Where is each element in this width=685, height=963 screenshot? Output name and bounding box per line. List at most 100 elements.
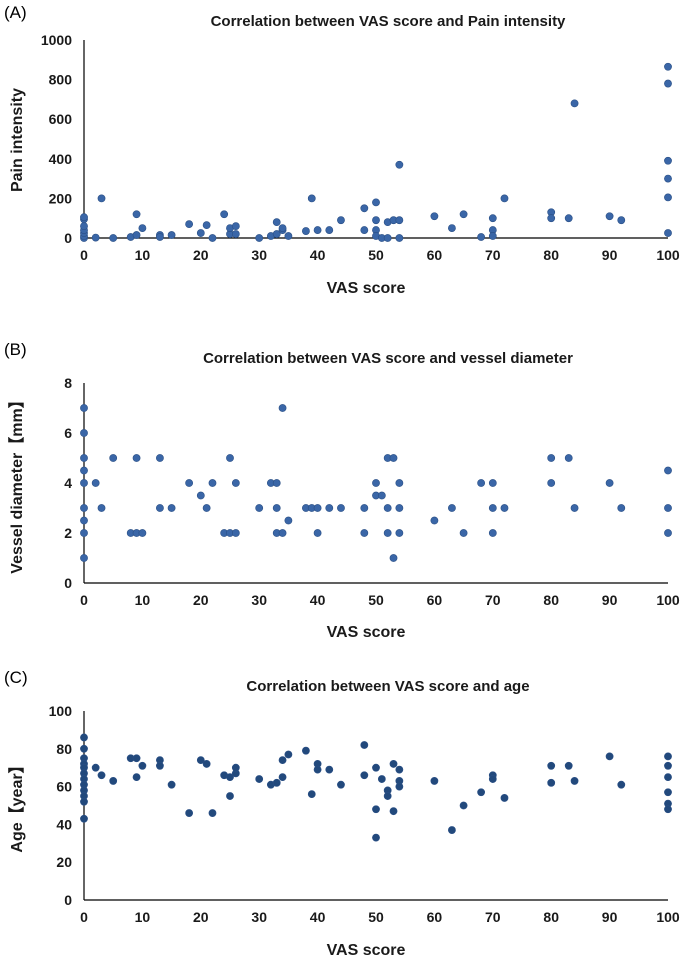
chart-1-data-point [488,232,497,240]
chart-3-data-point [138,761,147,770]
chart-1-data-point [430,212,439,221]
chart-3-data-point [185,809,194,817]
chart-1-data-point [500,194,509,203]
chart-2-data-point [80,504,88,512]
chart-3-data-point [278,773,287,782]
chart-1-data-point [488,214,497,223]
chart-2-data-point [383,504,392,512]
chart-2-data-point [109,454,118,462]
chart-2-data-point [564,454,573,462]
chart-1-data-point [278,224,287,232]
chart-1-data-point [664,229,672,237]
chart-3-x-tick-label: 50 [368,909,384,925]
chart-3-data-point [325,765,334,774]
chart-1-y-tick-label: 800 [49,72,73,88]
chart-3-data-point [226,773,234,782]
chart-3-x-tick-label: 30 [251,909,267,925]
chart-2-data-point [389,554,398,562]
chart-1-data-point [360,226,369,234]
chart-3-data-point [488,775,497,783]
chart-2-data-point [272,479,281,487]
chart-3-data-point [605,752,614,761]
chart-2-x-tick-label: 70 [485,592,501,608]
chart-3-x-tick-label: 60 [427,909,443,925]
chart-1-data-point [202,221,211,230]
chart-2-data-point [448,504,456,512]
chart-1-data-point [325,226,334,234]
chart-2-data-point [500,504,509,512]
chart-3-data-point [383,792,392,800]
chart-3-y-tick-label: 100 [49,703,73,719]
chart-1-data-point [372,198,380,207]
chart-2-data-point [459,529,468,537]
chart-2-data-point [395,529,404,537]
chart-3-data-point [372,833,380,842]
chart-2-y-tick-label: 8 [64,375,72,391]
chart-3-x-tick-label: 100 [656,909,680,925]
chart-1-panel-label: (A) [4,3,27,22]
chart-1-title: Correlation between VAS score and Pain i… [211,13,566,30]
chart-2-data-point [167,504,176,512]
chart-3-panel-label: (C) [4,668,28,687]
chart-2-data-point [664,466,672,475]
chart-2-y-axis-title: Vessel diameter【mm】 [8,392,26,573]
chart-1-data-point [220,210,229,219]
chart-3-data-point [547,761,556,770]
chart-2-data-point [231,529,240,537]
chart-2-data-point [547,454,556,462]
chart-3-data-point [617,780,626,789]
chart-2-data-point [80,429,88,437]
chart-3-y-tick-label: 20 [56,854,72,870]
chart-3-data-point [272,778,281,787]
chart-3-data-point [372,763,380,772]
chart-1-y-tick-label: 600 [49,111,73,127]
chart-2-data-point [377,491,386,500]
chart-3-data-point [80,744,88,753]
chart-3-data-point [664,773,672,782]
chart-1-data-point [196,229,205,237]
chart-3-data-point [389,807,398,816]
chart-2-panel-label: (B) [4,340,27,359]
chart-1-data-point [664,79,672,88]
chart-1-y-axis-title: Pain intensity [9,88,26,192]
chart-2-title: Correlation between VAS score and vessel… [203,350,573,367]
chart-3-x-axis-title: VAS score [327,942,406,959]
chart-1-data-point [302,227,310,235]
chart-2-data-point [231,479,240,487]
chart-2-x-tick-label: 30 [251,592,267,608]
chart-1-data-point [360,204,369,213]
chart-3-data-point [109,777,118,785]
chart-2-data-point [570,504,579,512]
chart-3-data-point [664,761,672,770]
chart-2-data-point [80,554,88,562]
chart-1-x-tick-label: 100 [656,247,680,263]
chart-3-data-point [313,765,322,774]
chart-3-data-point [307,790,316,799]
chart-3-data-point [97,771,106,780]
chart-1-data-point [664,174,672,183]
chart-2-data-point [196,491,205,500]
chart-3-data-point [664,752,672,761]
chart-3-data-point [564,761,573,770]
chart-1-x-tick-label: 60 [427,247,443,263]
chart-2-y-tick-label: 4 [64,475,72,491]
chart-3-data-point [167,780,176,789]
chart-3-x-tick-label: 90 [602,909,618,925]
chart-3-x-tick-label: 10 [135,909,151,925]
chart-1-y-tick-label: 1000 [41,32,72,48]
chart-2-data-point [389,454,398,462]
chart-2-data-point [617,504,626,512]
chart-1-data-point [132,210,141,219]
chart-3-x-tick-label: 40 [310,909,326,925]
chart-2-data-point [278,529,287,537]
chart-3-data-point [132,754,141,763]
chart-1-data-point [208,234,217,242]
chart-2-data-point [313,529,322,537]
chart-3-x-tick-label: 20 [193,909,209,925]
chart-1-data-point [372,216,380,225]
chart-2-data-point [664,529,672,537]
chart-1-x-tick-label: 80 [543,247,559,263]
chart-1-data-point [605,212,614,221]
chart-3-data-point [500,794,509,802]
